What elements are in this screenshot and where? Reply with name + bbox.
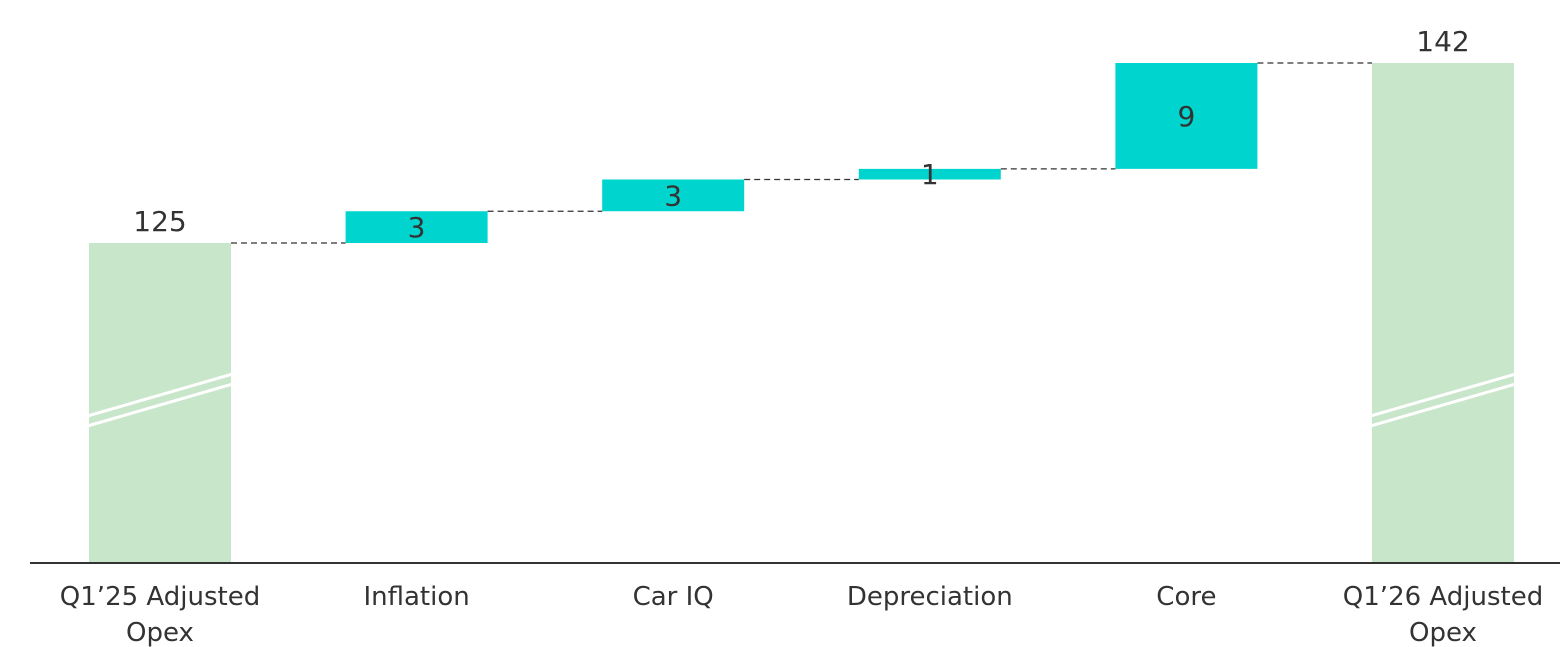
bar-5 bbox=[1372, 63, 1514, 563]
category-label-line: Inflation bbox=[363, 582, 469, 612]
bars-layer bbox=[89, 63, 1514, 563]
axis-break-slash-5-1 bbox=[1359, 379, 1527, 431]
data-label-2: 3 bbox=[664, 179, 682, 212]
labels-layer: 125 Q1’25 Adjusted Opex 3 Inflation 3 Car IQ 1 D… bbox=[60, 25, 1543, 647]
data-label-5: 142 bbox=[1416, 25, 1469, 58]
category-label-line: Q1’26 Adjusted bbox=[1343, 582, 1543, 612]
bar-3 bbox=[858, 168, 1001, 180]
axis-break-slash-5-0 bbox=[1359, 369, 1527, 421]
category-label-5: Q1’26 Adjusted Opex bbox=[1343, 582, 1543, 647]
data-label-3: 1 bbox=[921, 158, 939, 191]
bar-0 bbox=[89, 243, 231, 563]
bar-1 bbox=[345, 211, 488, 243]
category-label-2: Car IQ bbox=[633, 582, 714, 612]
axis-break-slash-0-0 bbox=[76, 369, 244, 421]
axis-break-slash-0-1 bbox=[76, 379, 244, 431]
data-label-0: 125 bbox=[133, 205, 186, 238]
category-label-0: Q1’25 Adjusted Opex bbox=[60, 582, 260, 647]
category-label-line: Opex bbox=[1409, 618, 1477, 647]
category-label-3: Depreciation bbox=[847, 582, 1013, 612]
data-label-1: 3 bbox=[408, 211, 426, 244]
category-label-4: Core bbox=[1156, 582, 1216, 612]
category-label-line: Opex bbox=[126, 618, 194, 647]
axis-break-marks bbox=[76, 369, 1527, 431]
bar-4 bbox=[1115, 63, 1258, 169]
category-label-line: Core bbox=[1156, 582, 1216, 612]
category-label-1: Inflation bbox=[363, 582, 469, 612]
category-label-line: Depreciation bbox=[847, 582, 1013, 612]
category-label-line: Car IQ bbox=[633, 582, 714, 612]
bar-2 bbox=[602, 179, 745, 212]
category-label-line: Q1’25 Adjusted bbox=[60, 582, 260, 612]
connectors-layer bbox=[231, 62, 1372, 244]
data-label-4: 9 bbox=[1177, 100, 1195, 133]
